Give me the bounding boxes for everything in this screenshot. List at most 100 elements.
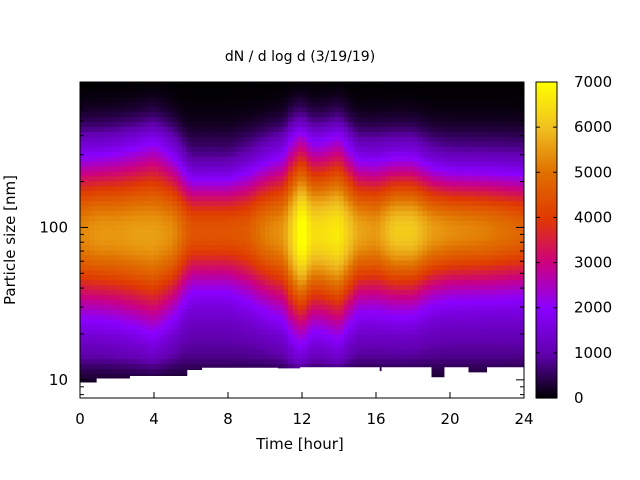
heatmap-cell	[214, 264, 220, 271]
heatmap-cell	[167, 190, 174, 197]
heatmap-cell	[269, 348, 275, 355]
heatmap-cell	[126, 156, 132, 162]
heatmap-cell	[186, 136, 192, 142]
heatmap-cell	[121, 175, 127, 182]
heatmap-cell	[292, 205, 298, 211]
heatmap-cell	[283, 161, 289, 167]
heatmap-cell	[357, 141, 363, 147]
heatmap-cell	[177, 264, 183, 271]
heatmap-cell	[154, 161, 160, 167]
heatmap-cell	[371, 126, 377, 132]
heatmap-cell	[362, 289, 368, 295]
heatmap-cell	[191, 91, 197, 98]
heatmap-cell	[292, 190, 298, 197]
heatmap-cell	[329, 289, 335, 295]
heatmap-cell	[329, 333, 335, 340]
heatmap-cell	[389, 358, 396, 365]
heatmap-cell	[223, 338, 229, 345]
heatmap-cell	[376, 328, 382, 335]
heatmap-cell	[186, 180, 192, 187]
heatmap-cell	[126, 314, 132, 320]
heatmap-cell	[246, 190, 252, 197]
heatmap-cell	[315, 146, 322, 152]
heatmap-cell	[311, 131, 317, 137]
heatmap-cell	[394, 190, 400, 197]
heatmap-cell	[218, 269, 224, 276]
heatmap-cell	[315, 106, 322, 113]
heatmap-cell	[121, 264, 127, 271]
heatmap-cell	[93, 220, 100, 226]
heatmap-cell	[117, 185, 123, 192]
heatmap-cell	[209, 86, 215, 93]
heatmap-cell	[186, 299, 192, 305]
heatmap-cell	[214, 170, 220, 177]
heatmap-cell	[334, 348, 340, 355]
heatmap-cell	[297, 319, 303, 325]
heatmap-cell	[112, 210, 118, 216]
heatmap-cell	[426, 269, 433, 276]
heatmap-cell	[348, 319, 354, 325]
heatmap-cell	[98, 269, 104, 276]
heatmap-cell	[126, 343, 132, 350]
heatmap-cell	[107, 165, 113, 172]
heatmap-cell	[311, 121, 317, 128]
heatmap-cell	[209, 289, 215, 295]
heatmap-cell	[389, 91, 396, 98]
heatmap-cell	[103, 111, 109, 118]
heatmap-cell	[269, 309, 275, 315]
heatmap-cell	[357, 116, 363, 123]
heatmap-cell	[84, 284, 90, 290]
heatmap-cell	[241, 156, 248, 162]
heatmap-cell	[103, 185, 109, 192]
heatmap-cell	[334, 116, 340, 123]
heatmap-cell	[325, 294, 331, 300]
heatmap-cell	[357, 180, 363, 187]
heatmap-cell	[278, 274, 285, 281]
heatmap-cell	[214, 82, 220, 88]
heatmap-cell	[413, 274, 419, 281]
heatmap-cell	[269, 343, 275, 350]
heatmap-cell	[135, 254, 141, 261]
heatmap-cell	[163, 358, 169, 365]
heatmap-cell	[325, 101, 331, 108]
heatmap-cell	[107, 230, 113, 236]
heatmap-cell	[154, 141, 160, 147]
heatmap-cell	[80, 279, 86, 286]
heatmap-cell	[237, 259, 243, 266]
heatmap-cell	[306, 269, 312, 276]
heatmap-cell	[130, 284, 137, 290]
heatmap-cell	[426, 126, 433, 132]
heatmap-cell	[403, 309, 409, 315]
heatmap-cell	[204, 136, 211, 142]
heatmap-cell	[422, 141, 428, 147]
heatmap-cell	[200, 225, 206, 231]
heatmap-cell	[278, 156, 285, 162]
heatmap-cell	[426, 82, 433, 88]
heatmap-cell	[140, 319, 146, 325]
heatmap-cell	[103, 225, 109, 231]
heatmap-cell	[320, 309, 326, 315]
heatmap-cell	[380, 210, 386, 216]
heatmap-cell	[348, 240, 354, 246]
heatmap-cell	[436, 136, 442, 142]
heatmap-cell	[186, 225, 192, 231]
heatmap-cell	[117, 304, 123, 310]
heatmap-cell	[251, 358, 257, 365]
heatmap-cell	[380, 343, 386, 350]
heatmap-cell	[89, 269, 95, 276]
heatmap-cell	[403, 348, 409, 355]
heatmap-cell	[278, 210, 285, 216]
heatmap-cell	[218, 215, 224, 221]
heatmap-cell	[426, 299, 433, 305]
heatmap-cell	[154, 96, 160, 103]
heatmap-cell	[366, 190, 372, 197]
heatmap-cell	[218, 274, 224, 281]
heatmap-cell	[103, 254, 109, 261]
heatmap-cell	[84, 368, 90, 374]
heatmap-cell	[357, 343, 363, 350]
heatmap-cell	[135, 151, 141, 157]
heatmap-cell	[274, 151, 280, 157]
heatmap-cell	[297, 180, 303, 187]
heatmap-cell	[334, 338, 340, 345]
heatmap-cell	[255, 348, 261, 355]
